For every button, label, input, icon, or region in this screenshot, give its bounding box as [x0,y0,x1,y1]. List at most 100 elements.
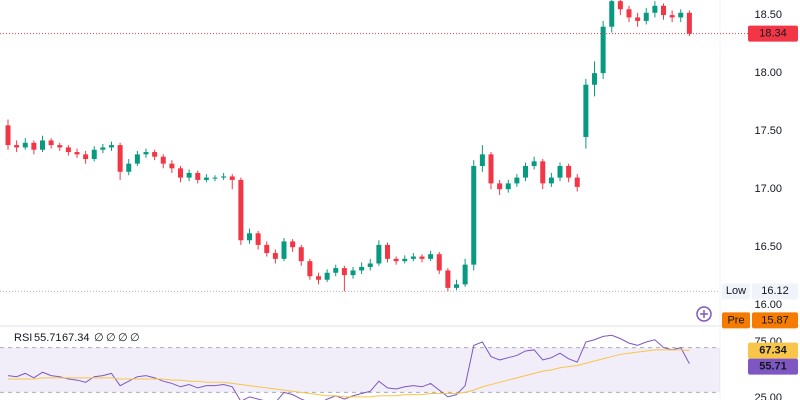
candle-body [186,172,192,178]
last-price-tag [748,25,798,42]
candle-body [462,264,468,285]
candle-body [22,142,28,148]
candle-body [514,177,520,184]
rsi-tag [748,358,798,375]
candle-body [333,268,339,273]
candle-body [341,268,347,276]
add-button[interactable] [696,306,712,322]
candle-body [540,161,546,184]
candle-body [221,176,227,178]
y-tick-label: 16.00 [754,299,782,311]
indicator-value: 55.71 [34,332,62,344]
candle-body [410,256,416,259]
indicator-title: RSI [14,332,32,344]
marker-value-tag [752,312,798,329]
last-price-label: 18.34 [759,28,787,40]
candle-body [359,266,365,271]
indicator-placeholder: ∅ [94,332,104,344]
candle-body [48,140,54,146]
candle-body [592,73,597,85]
add-plus[interactable] [700,310,708,318]
candle-body [479,154,485,166]
marker-name: Low [726,285,746,297]
candle-body [57,145,63,148]
candle-body [169,163,175,169]
candle-body [454,284,459,288]
candle-body [531,161,537,166]
candle-body [152,152,158,157]
y-tick-label: 25.00 [754,392,782,400]
candle-body [402,258,408,262]
candle-body [290,241,296,248]
candle-body [74,152,80,155]
candle-body [643,12,649,21]
candle-body [376,244,382,264]
candle-body [100,147,106,150]
candle-body [626,9,632,18]
candle-body [143,152,149,155]
candle-body [264,244,270,254]
candle-body [40,140,45,150]
candle-body [298,247,304,262]
candle-body [14,145,20,148]
candle-body [350,270,356,276]
indicator-value: 67.34 [62,332,90,344]
candle-body [574,177,580,187]
y-tick-label: 18.50 [754,9,782,21]
candle-body [497,183,503,190]
rsi-band [0,347,720,393]
indicator-placeholder: ∅ [106,332,116,344]
candle-body [195,172,201,180]
candle-body [523,165,528,178]
candle-body [255,233,261,245]
candle-body [272,253,278,259]
candle-body [178,168,183,178]
candle-body [471,165,477,265]
candle-body [316,276,321,280]
candle-body [428,254,434,259]
marker-value: 16.12 [761,285,789,297]
marker-name: Pre [727,314,744,326]
candle-body [160,156,166,164]
marker-name-tag [722,283,750,300]
candle-body [652,5,658,13]
candle-body [436,254,442,271]
rsi-tag [748,342,798,359]
candle-body [307,261,313,277]
candle-body [324,272,330,280]
marker-value-tag [752,283,798,300]
candle-body [134,154,140,164]
candle-body [669,15,675,18]
candle-body [203,177,209,180]
candle-body [83,154,89,160]
candle-body [126,163,132,172]
candle-body [557,165,563,178]
candle-body [548,177,554,184]
rsi-line [7,334,690,400]
candle-body [600,26,606,74]
candle-body [367,263,373,267]
marker-name-tag [722,312,750,329]
candle-body [583,84,589,137]
y-tick-label: 17.50 [754,125,782,137]
candle-body [419,256,425,259]
candle-body [65,147,71,153]
y-tick-label: 16.50 [754,241,782,253]
candle-body [212,177,218,179]
candle-body [281,241,287,259]
candle-body [117,145,123,172]
candle-body [505,183,511,190]
candle-body [617,1,623,10]
rsi-line [8,349,690,398]
candle-body [31,142,37,150]
candle-body [678,12,684,18]
candle-body [635,17,641,21]
candle-body [661,5,666,16]
rsi-tag-label: 67.34 [759,344,787,356]
candle-body [247,233,252,241]
indicator-placeholder: ∅ [130,332,140,344]
candle-body [566,165,572,178]
y-tick-label: 17.00 [754,183,782,195]
